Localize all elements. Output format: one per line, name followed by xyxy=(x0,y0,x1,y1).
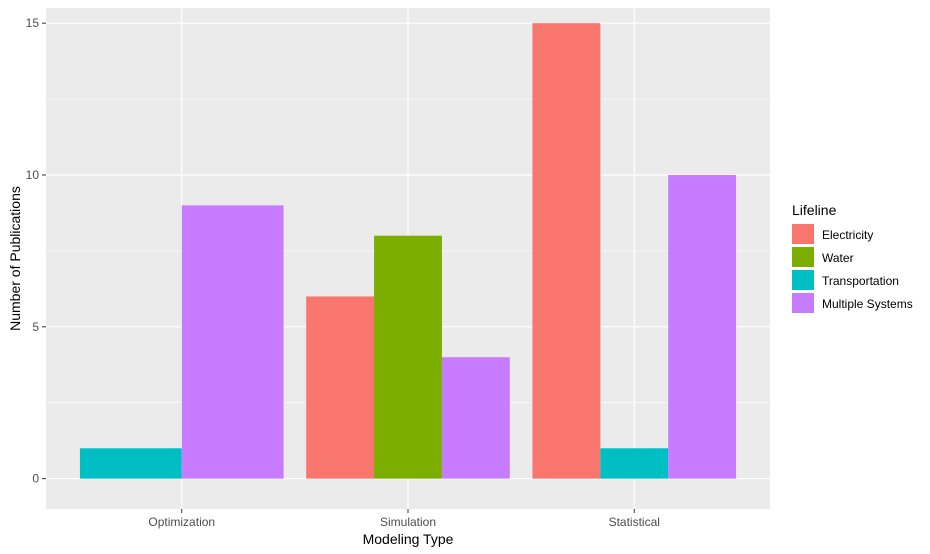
bar-transportation-optimization xyxy=(79,448,182,479)
legend-items: Electricity Water Transportation Multiple S… xyxy=(792,224,913,313)
y-axis-ticks: 0 5 10 15 xyxy=(26,16,46,486)
legend-key-water xyxy=(792,247,814,267)
y-tick-label: 10 xyxy=(26,168,40,182)
bar-multiple-systems-simulation xyxy=(441,357,510,479)
legend-title: Lifeline xyxy=(792,202,837,218)
x-tick-label: Simulation xyxy=(380,515,436,529)
bar-multiple-systems-statistical xyxy=(668,175,737,479)
x-tick-label: Optimization xyxy=(148,515,215,529)
x-tick-label: Statistical xyxy=(609,515,660,529)
y-tick-label: 15 xyxy=(26,16,40,30)
x-axis-title: Modeling Type xyxy=(363,531,454,547)
bar-electricity-simulation xyxy=(306,296,375,479)
legend-key-multiple-systems xyxy=(792,293,814,313)
legend-label: Electricity xyxy=(822,228,873,242)
x-axis-ticks: Optimization Simulation Statistical xyxy=(148,509,660,529)
bars xyxy=(79,23,737,479)
legend: Lifeline Electricity Water Transportation M… xyxy=(792,202,913,313)
legend-label: Multiple Systems xyxy=(822,297,913,311)
bar-water-simulation xyxy=(374,235,442,479)
y-tick-label: 0 xyxy=(32,472,39,486)
bar-transportation-statistical xyxy=(600,448,669,479)
bar-electricity-statistical xyxy=(532,23,601,479)
bar-multiple-systems-optimization xyxy=(181,205,284,479)
y-tick-label: 5 xyxy=(32,320,39,334)
legend-label: Water xyxy=(822,251,854,265)
legend-label: Transportation xyxy=(822,274,899,288)
legend-key-transportation xyxy=(792,270,814,290)
legend-key-electricity xyxy=(792,224,814,244)
y-axis-title: Number of Publications xyxy=(7,186,23,331)
